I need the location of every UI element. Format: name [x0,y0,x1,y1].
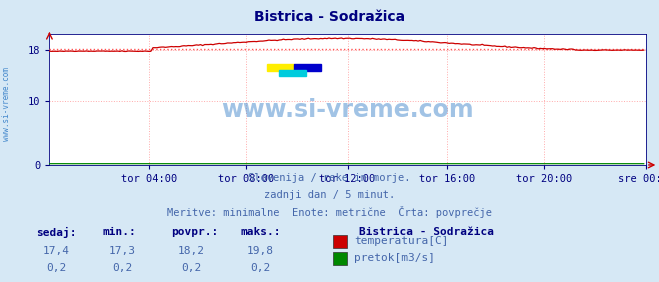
Text: 0,2: 0,2 [250,263,270,273]
Text: Bistrica - Sodražica: Bistrica - Sodražica [254,10,405,24]
Text: min.:: min.: [102,227,136,237]
Text: maks.:: maks.: [241,227,281,237]
Text: 18,2: 18,2 [178,246,204,256]
Text: www.si-vreme.com: www.si-vreme.com [221,98,474,122]
Bar [267,64,294,70]
Text: 19,8: 19,8 [247,246,273,256]
Text: povpr.:: povpr.: [171,227,219,237]
Bar [294,64,321,70]
Text: 0,2: 0,2 [181,263,201,273]
Bar [279,70,306,76]
Text: zadnji dan / 5 minut.: zadnji dan / 5 minut. [264,190,395,200]
Text: pretok[m3/s]: pretok[m3/s] [354,253,435,263]
Text: www.si-vreme.com: www.si-vreme.com [2,67,11,141]
Text: Bistrica - Sodražica: Bistrica - Sodražica [359,227,494,237]
Text: 0,2: 0,2 [46,263,66,273]
Text: temperatura[C]: temperatura[C] [354,236,448,246]
Text: 17,4: 17,4 [43,246,69,256]
Text: Slovenija / reke in morje.: Slovenija / reke in morje. [248,173,411,183]
Text: 0,2: 0,2 [112,263,132,273]
Text: 17,3: 17,3 [109,246,135,256]
Text: Meritve: minimalne  Enote: metrične  Črta: povprečje: Meritve: minimalne Enote: metrične Črta:… [167,206,492,218]
Text: sedaj:: sedaj: [36,227,76,238]
